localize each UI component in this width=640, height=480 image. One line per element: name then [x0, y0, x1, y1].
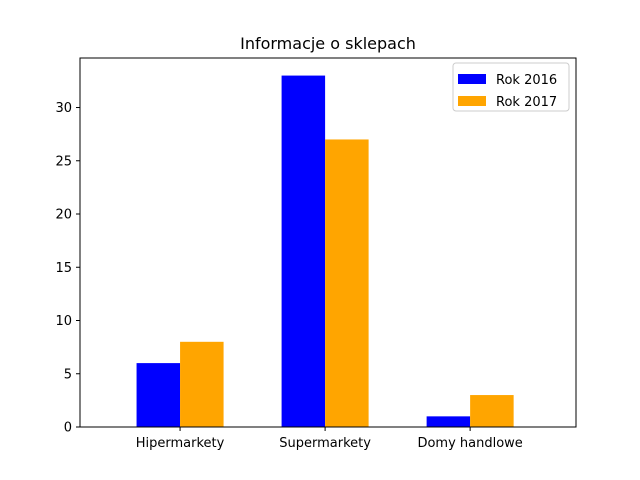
bar-rok-2016-hipermarkety [136, 363, 181, 427]
chart-title: Informacje o sklepach [240, 34, 416, 53]
legend-label: Rok 2016 [496, 73, 557, 88]
legend-swatch [458, 74, 486, 84]
y-tick-label: 5 [64, 367, 72, 382]
bar-rok-2017-hipermarkety [180, 341, 224, 427]
y-tick-label: 15 [55, 261, 72, 276]
y-tick-label: 25 [55, 154, 72, 169]
bar-rok-2017-domy-handlowe [470, 395, 514, 427]
bar-rok-2017-supermarkety [325, 139, 369, 427]
y-tick-label: 0 [64, 421, 72, 436]
y-tick-label: 10 [55, 314, 72, 329]
legend: Rok 2016 Rok 2017 [452, 62, 570, 112]
y-tick-label: 20 [55, 208, 72, 223]
x-axis: Hipermarkety Supermarkety Domy handlowe [136, 427, 523, 451]
x-tick-label: Domy handlowe [417, 436, 522, 451]
plot-frame [79, 57, 577, 428]
bar-rok-2016-supermarkety [281, 75, 326, 428]
y-axis: 0 5 10 15 20 25 30 [55, 101, 80, 436]
legend-label: Rok 2017 [496, 95, 557, 110]
bars-group [136, 75, 514, 428]
x-tick-label: Supermarkety [279, 436, 371, 451]
bar-rok-2016-domy-handlowe [426, 416, 471, 427]
legend-swatch [458, 96, 486, 106]
x-tick-label: Hipermarkety [136, 436, 225, 451]
y-tick-label: 30 [55, 101, 72, 116]
